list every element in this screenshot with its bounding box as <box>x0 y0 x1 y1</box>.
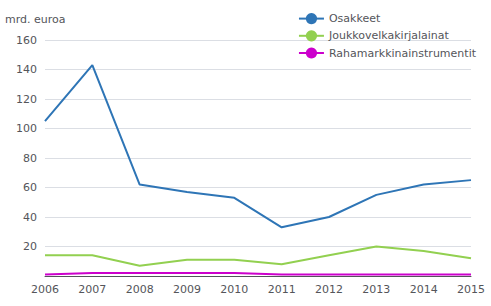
svg-text:2011: 2011 <box>268 283 296 296</box>
svg-text:40: 40 <box>23 211 37 224</box>
svg-text:60: 60 <box>23 181 37 194</box>
svg-text:20: 20 <box>23 240 37 253</box>
svg-text:Osakkeet: Osakkeet <box>329 12 381 25</box>
svg-text:140: 140 <box>16 63 37 76</box>
svg-text:2006: 2006 <box>31 283 59 296</box>
svg-text:Rahamarkkinainstrumentit: Rahamarkkinainstrumentit <box>329 47 477 60</box>
svg-text:2013: 2013 <box>362 283 390 296</box>
svg-text:2009: 2009 <box>173 283 201 296</box>
svg-text:2015: 2015 <box>457 283 485 296</box>
svg-text:80: 80 <box>23 152 37 165</box>
svg-text:2014: 2014 <box>410 283 438 296</box>
svg-text:120: 120 <box>16 93 37 106</box>
svg-text:160: 160 <box>16 34 37 47</box>
svg-text:100: 100 <box>16 122 37 135</box>
svg-text:2008: 2008 <box>126 283 154 296</box>
svg-text:2012: 2012 <box>315 283 343 296</box>
svg-text:2010: 2010 <box>220 283 248 296</box>
svg-text:2007: 2007 <box>78 283 106 296</box>
svg-text:Joukkovelkakirjalainat: Joukkovelkakirjalainat <box>328 29 450 42</box>
svg-text:mrd. euroa: mrd. euroa <box>5 13 66 26</box>
